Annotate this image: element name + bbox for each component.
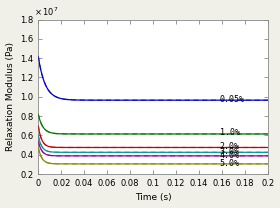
- Text: 5.0%: 5.0%: [220, 159, 240, 168]
- Text: $\times\,10^7$: $\times\,10^7$: [34, 6, 58, 18]
- Text: 3.0%: 3.0%: [220, 147, 240, 156]
- Text: 2.0%: 2.0%: [220, 142, 240, 151]
- Text: 1.0%: 1.0%: [220, 129, 240, 137]
- X-axis label: Time (s): Time (s): [135, 193, 171, 202]
- Y-axis label: Relaxation Modulus (Pa): Relaxation Modulus (Pa): [6, 42, 15, 151]
- Text: 4.0%: 4.0%: [220, 151, 240, 160]
- Text: 0.05%: 0.05%: [220, 95, 245, 104]
